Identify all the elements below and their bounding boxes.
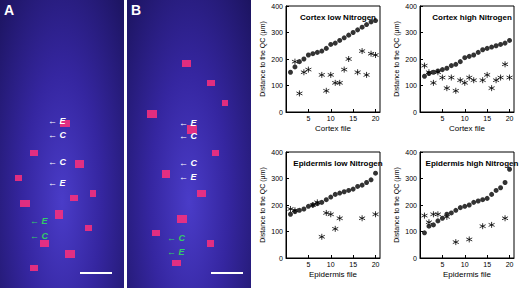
svg-text:15: 15 (349, 261, 357, 268)
html-text:← C: ← C (48, 130, 66, 140)
html-text:← C: ← C (179, 131, 197, 141)
svg-text:0: 0 (413, 255, 417, 262)
svg-text:5: 5 (440, 115, 444, 122)
svg-text:Epidermis file: Epidermis file (309, 270, 358, 279)
svg-text:10: 10 (461, 115, 469, 122)
svg-text:5: 5 (306, 115, 310, 122)
svg-text:300: 300 (271, 175, 283, 182)
svg-text:15: 15 (483, 115, 491, 122)
svg-text:5: 5 (440, 261, 444, 268)
svg-text:Cortex file: Cortex file (315, 124, 352, 133)
html-text:← E: ← E (30, 216, 48, 226)
html-text:← E: ← E (179, 172, 197, 182)
svg-text:300: 300 (271, 29, 283, 36)
svg-text:5: 5 (306, 261, 310, 268)
svg-text:400: 400 (405, 3, 417, 10)
svg-text:400: 400 (271, 149, 283, 156)
html-text:← C: ← C (48, 157, 66, 167)
svg-text:300: 300 (405, 175, 417, 182)
svg-text:20: 20 (506, 261, 514, 268)
svg-text:10: 10 (327, 261, 335, 268)
html-text:← E: ← E (167, 247, 185, 257)
svg-text:Distance to the QC (µm): Distance to the QC (µm) (393, 21, 401, 97)
svg-text:200: 200 (271, 56, 283, 63)
html-text:← C: ← C (30, 231, 48, 241)
html-text:A: A (4, 2, 15, 18)
svg-text:100: 100 (271, 82, 283, 89)
svg-text:10: 10 (327, 115, 335, 122)
svg-text:400: 400 (271, 3, 283, 10)
html-text:← E: ← E (48, 178, 66, 188)
svg-text:Cortex high Nitrogen: Cortex high Nitrogen (432, 13, 512, 22)
svg-text:300: 300 (405, 29, 417, 36)
html-text:← E: ← E (179, 118, 197, 128)
svg-text:0: 0 (279, 109, 283, 116)
svg-text:100: 100 (271, 228, 283, 235)
svg-text:200: 200 (405, 56, 417, 63)
svg-text:200: 200 (271, 202, 283, 209)
svg-text:200: 200 (405, 202, 417, 209)
svg-text:15: 15 (349, 115, 357, 122)
svg-text:Distance to the QC (µm): Distance to the QC (µm) (259, 167, 267, 243)
html-text:B: B (131, 2, 142, 18)
svg-text:15: 15 (483, 261, 491, 268)
svg-text:20: 20 (506, 115, 514, 122)
svg-text:20: 20 (372, 261, 380, 268)
html-text:← C: ← C (167, 233, 185, 243)
svg-text:Epidermis low Nitrogen: Epidermis low Nitrogen (293, 159, 382, 168)
svg-text:Epidermis file: Epidermis file (443, 270, 492, 279)
svg-text:100: 100 (405, 228, 417, 235)
svg-text:0: 0 (279, 255, 283, 262)
svg-text:Distance to the QC (µm): Distance to the QC (µm) (393, 167, 401, 243)
svg-text:Cortex low Nitrogen: Cortex low Nitrogen (300, 13, 376, 22)
svg-text:0: 0 (413, 109, 417, 116)
svg-text:400: 400 (405, 149, 417, 156)
svg-text:Distance to the QC (µm): Distance to the QC (µm) (259, 21, 267, 97)
html-text:← C: ← C (179, 158, 197, 168)
svg-text:20: 20 (372, 115, 380, 122)
svg-text:Cortex file: Cortex file (449, 124, 486, 133)
html-text:← E: ← E (48, 116, 66, 126)
svg-text:Epidermis high Nitrogen: Epidermis high Nitrogen (426, 159, 519, 168)
svg-text:100: 100 (405, 82, 417, 89)
svg-text:10: 10 (461, 261, 469, 268)
